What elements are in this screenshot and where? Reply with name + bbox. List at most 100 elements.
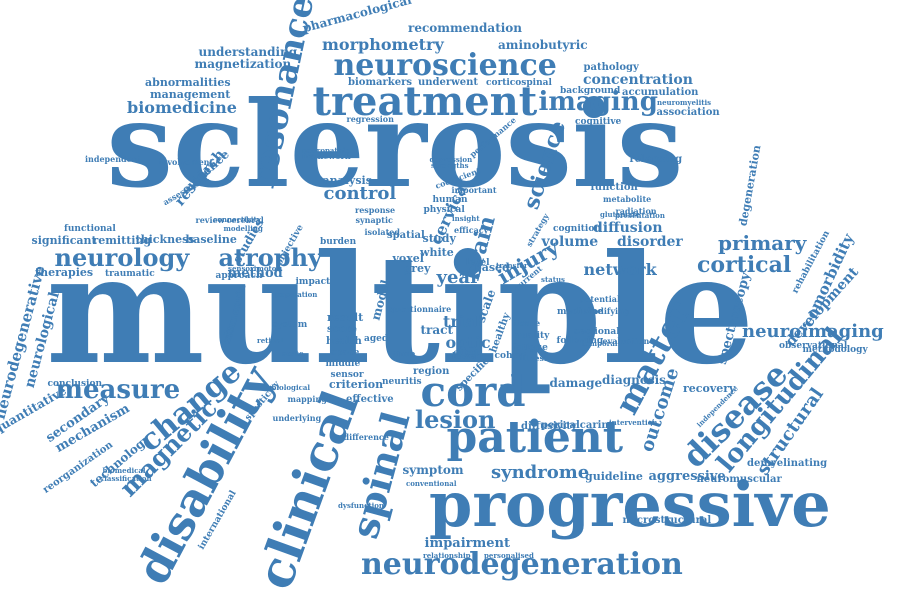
word-biological: biological [271,382,311,392]
word-following: following [556,335,604,346]
word-underwent: underwent [418,77,479,88]
word-health: health [326,336,362,347]
word-recovery: recovery [683,381,736,395]
word-diagnosis: diagnosis [602,373,666,387]
word-acute: acute [282,348,304,358]
word-modifying: modifying [584,306,630,316]
word-important: important [451,185,497,195]
word-guideline: guideline [585,469,643,483]
word-voxel: voxel [392,251,424,265]
word-difference: difference [343,432,389,442]
word-fatigue: fatigue [512,342,548,353]
word-connectivity: connectivity [213,214,261,224]
word-impact: impact [295,276,331,287]
word-transfer: transfer [496,260,528,270]
word-cord: cord [420,367,526,416]
word-baseline: baseline [185,232,237,246]
word-association: association [656,107,720,118]
word-aged: aged [364,333,389,344]
word-neurology: neurology [54,243,190,272]
word-metabolite: metabolite [603,194,652,204]
word-control: control [323,183,397,204]
word-personalised: personalised [484,550,534,560]
word-mapping: mapping [287,394,327,404]
word-imaging: imaging [538,87,658,117]
word-functional: functional [64,223,116,234]
word-lower: lower [452,351,480,362]
word-efficacy: efficacy [454,225,489,235]
word-burden: burden [320,236,357,247]
word-cognition: cognition [553,223,601,234]
word-recommendation: recommendation [408,21,523,35]
word-response: response [355,205,396,215]
word-glutamate: glutamate [600,209,641,219]
word-result: result [327,310,364,324]
word-physical: physical [423,204,465,215]
word-system: system [272,319,308,330]
word-network: network [583,260,657,279]
word-modelling: modelling [223,223,263,233]
word-score: score [327,324,358,335]
word-sensor: sensor [330,369,364,380]
word-thickness: thickness [135,232,195,246]
word-diffusion: diffusion [593,220,663,236]
word-tract: tract [420,323,454,337]
word-sclerosis: sclerosis [106,75,684,214]
word-spatial: spatial [387,230,425,241]
word-significant: significant [31,233,97,247]
word-biomedicine: biomedicine [127,98,237,117]
word-illness: illness [519,353,549,363]
word-background: background [560,85,621,96]
word-morphometry: morphometry [322,35,444,54]
word-syndrome: syndrome [491,462,590,483]
word-level: level [466,257,490,268]
word-population: population [275,289,318,299]
word-review: review [195,215,225,225]
word-potential: potential [579,294,621,304]
word-dysfunction: dysfunction [338,500,385,510]
word-medicine: medicine [557,306,604,317]
word-symptom: symptom [402,463,464,477]
word-isolated: isolated [364,227,400,237]
word-questionnaire: questionnaire [389,304,452,314]
word-time: time [392,349,416,360]
word-status: status [541,274,565,284]
word-traumatic: traumatic [105,268,155,279]
word-cortical: cortical [697,252,792,278]
word-concentration: concentration [583,72,693,88]
word-criterion: criterion [329,377,384,391]
word-patient: patient [446,412,624,463]
word-analysis: analysis [322,173,372,187]
word-disorder: disorder [617,234,683,250]
word-quality: quality [514,330,550,341]
word-intervention: intervention [609,417,658,427]
word-white: white [420,245,454,259]
word-neuromyelitis: neuromyelitis [657,97,712,107]
word-evaluation: evaluation [602,336,650,346]
word-degeneration: degeneration [736,143,764,227]
word-pericalcarine: pericalcarine [541,420,616,431]
word-tissue: tissue [513,318,541,328]
word-grey: grey [403,261,431,275]
word-neuroimaging: neuroimaging [742,321,884,342]
word-impairment: impairment [424,535,510,551]
word-trial: trial [443,312,482,331]
word-neurodegeneration: neurodegeneration [361,547,683,582]
word-method: method [227,265,283,281]
word-microstructural: microstructural [622,515,712,526]
word-primary: primary [718,231,807,255]
word-aminobutyric: aminobutyric [498,38,588,52]
word-biomedical: biomedical [102,465,146,475]
word-temporal: temporal [582,338,618,348]
word-strengths: strengths [431,160,469,170]
word-based: based [474,260,510,274]
word-therapies: therapies [35,265,94,279]
word-region: region [413,366,450,377]
word-progressive: progressive [429,468,831,541]
word-approach: approach [215,270,263,281]
word-lesion: lesion [415,405,496,434]
word-neuroscience: neuroscience [333,48,557,83]
word-synaptic: synaptic [355,215,393,225]
word-treatment: treatment [312,78,538,125]
